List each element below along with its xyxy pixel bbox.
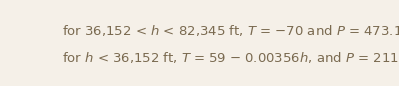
Text: for 36,152 < $h$ < 82,345 ft, $T$ = $-$70 and $P$ = 473.1 $e^{(1.73-0.000048h)}$: for 36,152 < $h$ < 82,345 ft, $T$ = $-$7… (62, 22, 399, 39)
Text: for $h$ < 36,152 ft, $T$ = 59 $-$ 0.00356$h$, and $P$ = 2116$\left(\dfrac{T+459.: for $h$ < 36,152 ft, $T$ = 59 $-$ 0.0035… (62, 45, 399, 72)
